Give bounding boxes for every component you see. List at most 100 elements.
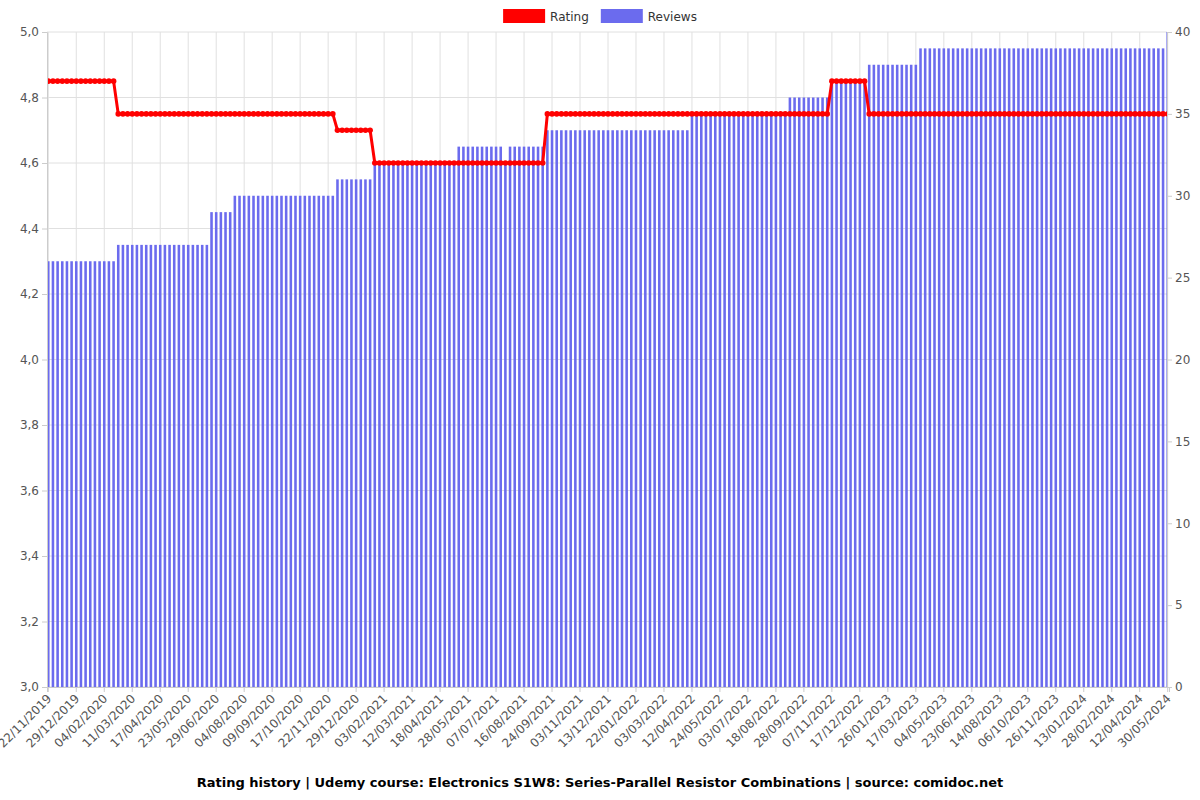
tick-mark — [1167, 687, 1168, 692]
bar — [318, 196, 321, 687]
bar — [457, 147, 460, 687]
grid-line-x — [635, 32, 636, 687]
grid-line-y — [47, 32, 1167, 33]
tick: 4,2 — [20, 287, 47, 301]
bar — [159, 245, 162, 687]
bar — [999, 48, 1002, 687]
bar — [308, 196, 311, 687]
tick: 4,6 — [20, 156, 47, 170]
bar — [332, 196, 335, 687]
marker — [862, 78, 868, 84]
bar — [532, 147, 535, 687]
bar — [980, 48, 983, 687]
tick: 4,4 — [20, 222, 47, 236]
bar — [527, 147, 530, 687]
bar — [182, 245, 185, 687]
bar — [611, 130, 614, 687]
bar — [765, 114, 768, 687]
grid-line-x — [216, 32, 217, 687]
marker — [367, 127, 373, 133]
grid-line-x — [1139, 32, 1140, 687]
tick-mark — [831, 687, 832, 692]
bar — [560, 130, 563, 687]
bar — [798, 98, 801, 688]
bar — [1003, 48, 1006, 687]
tick-label: 3,8 — [20, 418, 39, 432]
bar — [327, 196, 330, 687]
tick-mark — [216, 687, 217, 692]
bar — [126, 245, 129, 687]
bar — [588, 130, 591, 687]
bar — [145, 245, 148, 687]
grid-line-x — [887, 32, 888, 687]
bar — [896, 65, 899, 687]
bar — [518, 147, 521, 687]
bar — [691, 114, 694, 687]
tick: 3,8 — [20, 418, 47, 432]
grid-line-x — [999, 32, 1000, 687]
bar — [346, 179, 349, 687]
bar — [672, 130, 675, 687]
tick: 35 — [1167, 107, 1190, 121]
tick-mark — [42, 622, 47, 623]
tick: 3,4 — [20, 549, 47, 563]
tick: 30/05/2024 — [1115, 687, 1174, 750]
tick-mark — [1167, 441, 1172, 442]
bar — [1068, 48, 1071, 687]
bar — [770, 114, 773, 687]
bar — [574, 130, 577, 687]
bar — [849, 81, 852, 687]
axis-line — [42, 33, 48, 688]
bar — [859, 81, 862, 687]
tick-label: 0 — [1175, 680, 1183, 694]
bar — [178, 245, 181, 687]
bar — [75, 261, 78, 687]
bar — [1148, 48, 1151, 687]
bar — [383, 163, 386, 687]
bar — [360, 179, 363, 687]
tick-label: 35 — [1175, 107, 1190, 121]
bar — [961, 48, 964, 687]
bar — [989, 48, 992, 687]
tick-mark — [803, 687, 804, 692]
tick-label: 5,0 — [20, 25, 39, 39]
bar — [826, 98, 829, 688]
tick-label: 3,6 — [20, 484, 39, 498]
tick-label: 30/05/2024 — [1115, 692, 1174, 751]
tick-mark — [552, 687, 553, 692]
bar — [276, 196, 279, 687]
bar — [513, 147, 516, 687]
bar — [775, 114, 778, 687]
bar — [1017, 48, 1020, 687]
bar — [252, 196, 255, 687]
tick: 4,8 — [20, 91, 47, 105]
bar — [593, 130, 596, 687]
bar — [1096, 48, 1099, 687]
tick-mark — [300, 687, 301, 692]
tick-label: 4,8 — [20, 91, 39, 105]
legend-item: Rating — [503, 9, 589, 24]
bar — [1082, 48, 1085, 687]
bar — [401, 163, 404, 687]
bar — [52, 261, 55, 687]
bar — [728, 114, 731, 687]
bar — [84, 261, 87, 687]
bar — [173, 245, 176, 687]
tick-mark — [384, 687, 385, 692]
grid-line-x — [440, 32, 441, 687]
bar — [569, 130, 572, 687]
bar — [653, 130, 656, 687]
bar — [677, 130, 680, 687]
bar — [136, 245, 139, 687]
tick-mark — [719, 687, 720, 692]
y2-axis: 0510152025303540 — [1167, 25, 1190, 694]
grid-line-x — [943, 32, 944, 687]
bar — [831, 81, 834, 687]
bar — [845, 81, 848, 687]
tick-label: 20 — [1175, 353, 1190, 367]
bar — [821, 98, 824, 688]
bar — [201, 245, 204, 687]
tick-label: 25 — [1175, 271, 1190, 285]
tick-label: 3,0 — [20, 680, 39, 694]
tick-mark — [1167, 114, 1172, 115]
